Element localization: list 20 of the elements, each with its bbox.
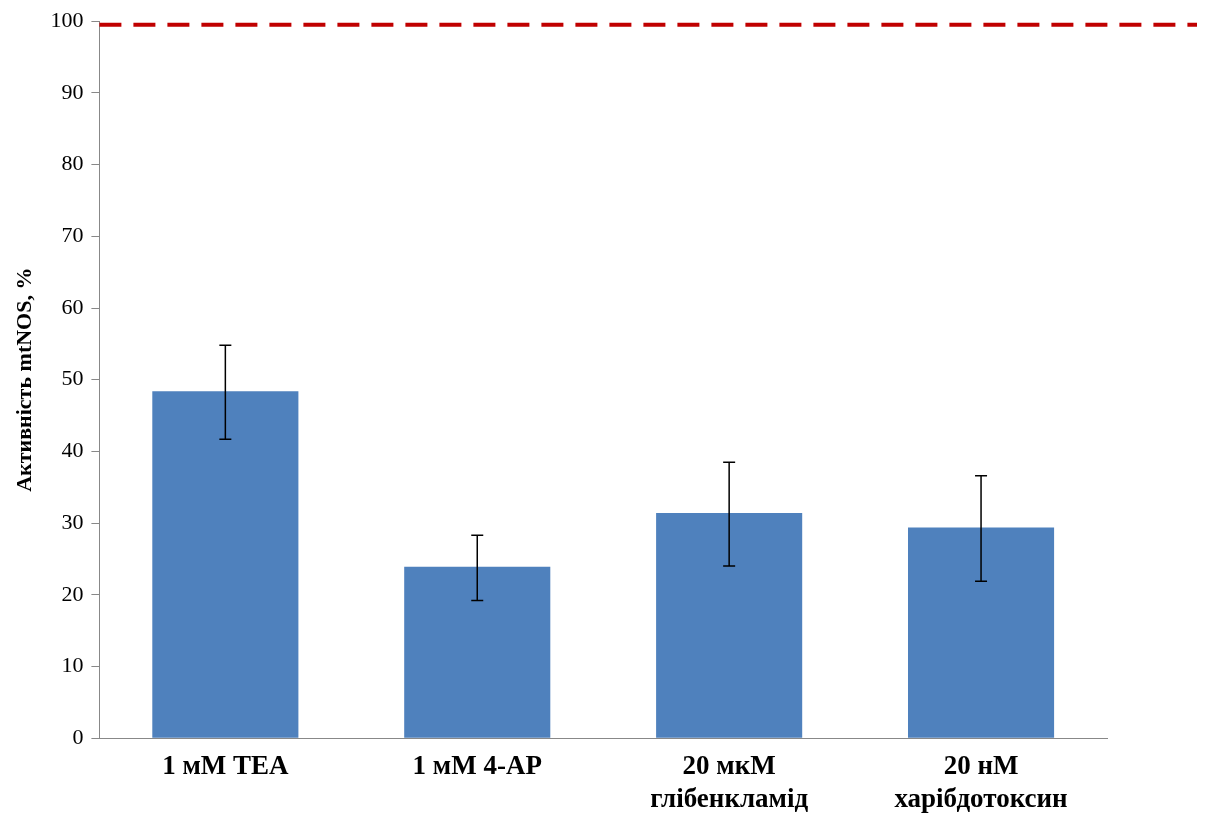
- y-tick-label: 80: [61, 150, 84, 176]
- y-tick-label: 50: [61, 365, 84, 391]
- bar: [656, 513, 803, 738]
- y-tick-label: 70: [61, 222, 84, 248]
- y-tick-label: 40: [61, 437, 84, 463]
- x-tick-label: 1 мМ TEA: [162, 750, 290, 781]
- bar: [404, 566, 551, 738]
- y-tick-label: 90: [61, 78, 84, 104]
- y-axis-title: Активність mtNOS, %: [10, 267, 36, 492]
- y-tick-label: 60: [61, 293, 84, 319]
- y-tick-label: 10: [61, 652, 84, 678]
- y-tick-label: 0: [72, 723, 84, 749]
- y-tick-label: 30: [61, 508, 84, 534]
- bar: [908, 527, 1055, 738]
- x-tick-label: 1 мМ 4-AP: [412, 750, 542, 781]
- bar: [152, 391, 299, 738]
- y-tick-label: 20: [61, 580, 84, 606]
- x-tick-label: 20 мкМ глібенкламід: [650, 750, 809, 813]
- x-tick-label: 20 нМ харібдотоксин: [894, 750, 1068, 813]
- y-tick-label: 100: [50, 6, 84, 32]
